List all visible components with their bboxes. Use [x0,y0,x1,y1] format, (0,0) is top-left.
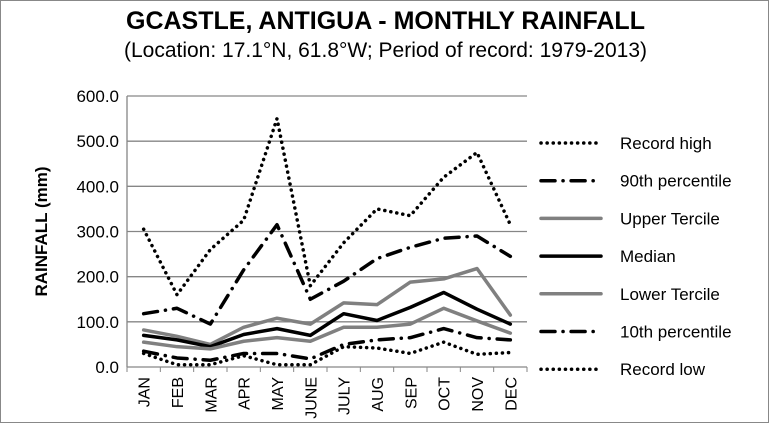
chart-title: GCASTLE, ANTIGUA - MONTHLY RAINFALL [126,7,645,35]
x-tick-label: JULY [337,377,354,415]
y-tick-label: 0.0 [95,358,119,377]
legend-label: 90th percentile [620,172,732,191]
series-line-10th-percentile [141,326,513,362]
series-line-90th-percentile [141,222,513,326]
x-tick-label: APR [237,377,254,410]
legend-label: Lower Tercile [620,285,720,304]
chart-subtitle: (Location: 17.1°N, 61.8°W; Period of rec… [123,39,648,62]
y-axis-label: RAINFALL (mm) [32,166,51,296]
x-tick-label: FEB [170,377,187,408]
x-tick-label: JAN [137,377,154,407]
y-tick-label: 400.0 [76,177,119,196]
legend-label: Upper Tercile [620,209,720,228]
y-tick-label: 200.0 [76,268,119,287]
y-tick-label: 100.0 [76,313,119,332]
series-line-lower-tercile [141,306,513,351]
legend-label: Median [620,247,676,266]
y-tick-label: 600.0 [76,87,119,106]
series-line-median [141,290,513,349]
legend-label: Record high [620,134,712,153]
series-line-record-high [141,116,513,297]
y-tick-label: 500.0 [76,132,119,151]
x-tick-label: OCT [437,377,454,411]
series-line-record-low [141,340,513,367]
x-tick-label: JUNE [303,377,320,419]
x-tick-label: AUG [370,377,387,412]
x-tick-label: DEC [503,377,520,411]
legend-label: Record low [620,360,706,379]
x-tick-label: NOV [470,377,487,412]
x-tick-label: MAY [270,377,287,411]
y-tick-label: 300.0 [76,223,119,242]
legend-label: 10th percentile [620,323,732,342]
series-line-upper-tercile [141,266,513,347]
x-tick-label: MAR [203,377,220,413]
x-tick-label: SEP [403,377,420,409]
